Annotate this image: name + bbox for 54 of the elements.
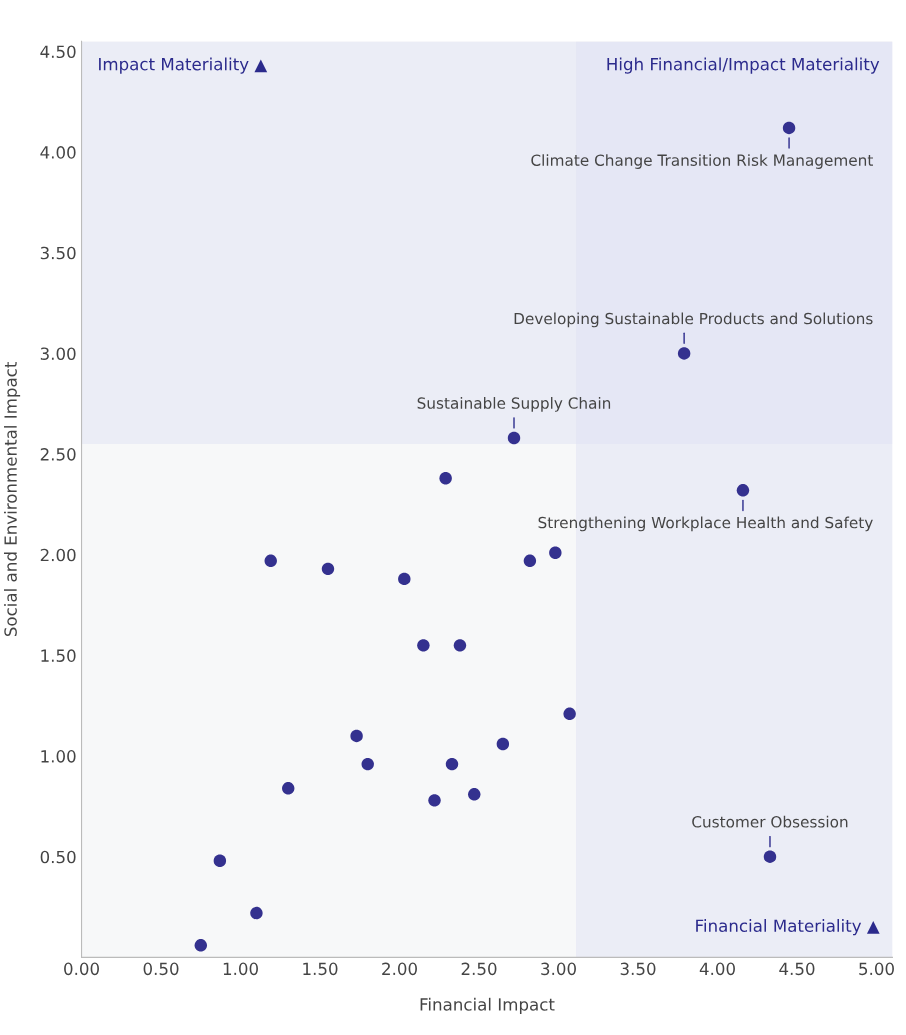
x-tick-label: 4.50 <box>779 962 815 976</box>
point <box>782 121 796 135</box>
x-tick-label: 1.50 <box>303 962 338 976</box>
point <box>523 554 537 567</box>
point <box>428 794 441 807</box>
x-tick-label: 3.50 <box>620 962 656 976</box>
point <box>507 431 521 445</box>
x-tick-label: 0.00 <box>64 962 99 976</box>
annotation: High Financial/Impact Materiality <box>607 57 880 74</box>
y-tick-label: 3.50 <box>40 246 76 260</box>
y-axis-title: Social and Environmental Impact <box>3 362 21 637</box>
band-label: Impact Materiality ▲ <box>99 57 268 74</box>
x-axis-title: Financial Impact <box>420 997 555 1014</box>
point <box>350 729 363 743</box>
point <box>445 757 459 771</box>
annotation: Sustainable Supply Chain <box>417 397 611 412</box>
point <box>563 707 576 720</box>
point <box>677 347 691 360</box>
point <box>763 850 777 863</box>
annotation: Customer Obsession <box>692 815 848 828</box>
point <box>736 484 750 497</box>
point <box>361 757 374 771</box>
point <box>439 472 452 485</box>
point <box>321 562 335 576</box>
point <box>194 939 207 952</box>
x-tick-label: 1.00 <box>223 962 258 976</box>
point <box>496 737 510 751</box>
annotation: Strengthening Workplace Health and Safety <box>538 516 873 532</box>
band-label: Financial Materiality ▲ <box>696 919 880 936</box>
point <box>264 554 277 567</box>
x-tick-label: 3.00 <box>541 962 576 976</box>
y-tick-label: 2.00 <box>40 548 76 562</box>
y-tick-label: 3.00 <box>40 347 76 360</box>
point <box>549 546 562 559</box>
x-tick-label: 5.00 <box>859 962 894 976</box>
point <box>417 639 430 652</box>
x-tick-label: 2.00 <box>382 962 417 976</box>
point <box>250 906 263 920</box>
annotation: Developing Sustainable Products and Solutions <box>514 312 873 328</box>
x-tick-label: 2.50 <box>461 962 497 976</box>
y-tick-label: 2.50 <box>40 448 76 461</box>
x-tick-label: 4.00 <box>699 962 735 976</box>
point <box>453 639 467 652</box>
point <box>213 854 227 867</box>
annotation: Climate Change Transition Risk Management <box>531 154 873 169</box>
x-tick-label: 0.50 <box>143 962 179 976</box>
y-tick-label: 0.50 <box>40 850 76 864</box>
point <box>282 782 295 795</box>
y-tick-label: 1.50 <box>41 649 76 662</box>
point <box>398 572 411 586</box>
y-tick-label: 4.00 <box>40 146 76 159</box>
y-tick-label: 4.50 <box>40 45 76 59</box>
y-tick-label: 1.00 <box>41 750 76 763</box>
point <box>468 788 481 801</box>
